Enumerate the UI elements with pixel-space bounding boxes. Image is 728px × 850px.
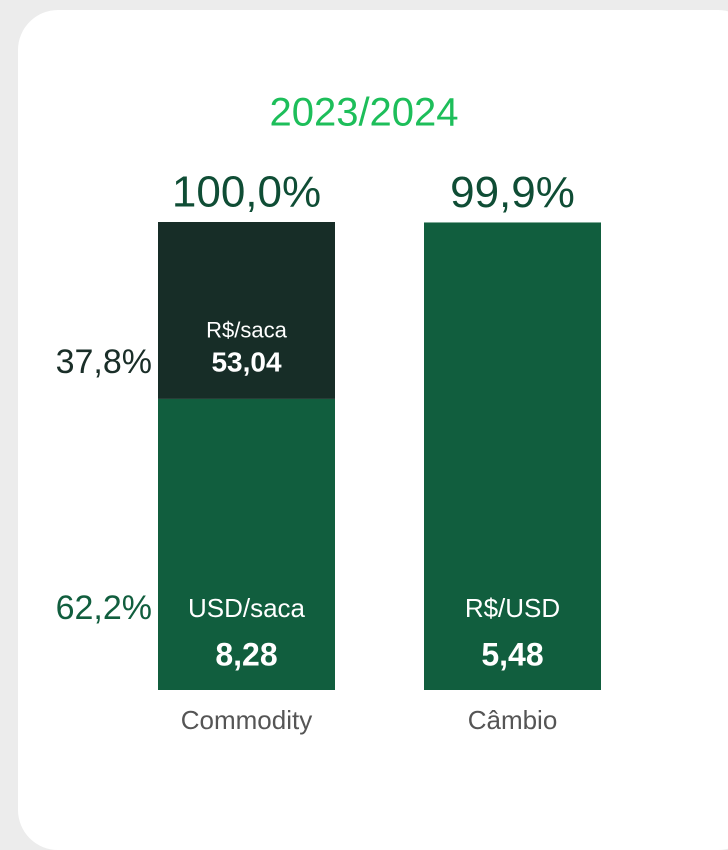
x-tick-label: Câmbio [468,705,558,735]
segment-name: USD/saca [188,593,306,623]
bar-segment [158,222,335,399]
page: {"chart_data": {"type": "stacked-bar", "… [18,10,728,850]
chart-title: 2023/2024 [269,91,458,135]
x-tick-label: Commodity [181,705,312,735]
segment-percent: 62,2% [56,589,152,627]
segment-percent: 37,8% [56,343,152,381]
total-label: 99,9% [450,168,575,217]
segment-name: R$/saca [206,318,287,343]
chart: 2023/2024 USD/saca 8,28 62,2% R$/saca 53,04 3… [56,91,601,735]
bar-segment [424,222,601,690]
segment-price: 5,48 [481,636,543,672]
total-label: 100,0% [172,168,321,217]
segment-price: 8,28 [215,636,277,672]
segment-name: R$/USD [465,593,560,623]
card [18,10,728,850]
segment-price: 53,04 [211,346,281,377]
bar-segment [158,398,335,690]
